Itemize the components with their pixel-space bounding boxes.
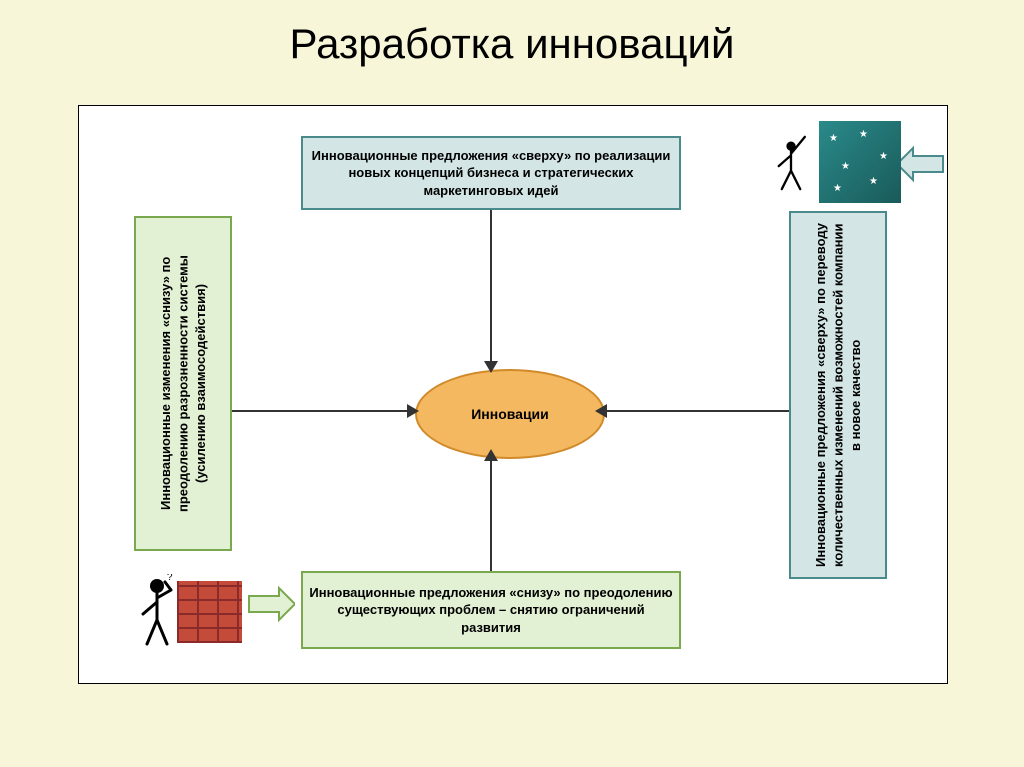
stars-image-icon: ★ ★ ★ ★ ★ ★ (819, 121, 901, 203)
center-label: Инновации (471, 406, 549, 422)
box-left: Инновационные изменения «снизу» по преод… (134, 216, 232, 551)
diagram-frame: Инновации Инновационные предложения «све… (78, 105, 948, 684)
connector-left-head (407, 404, 419, 418)
person-thinking-icon: ? (135, 574, 181, 648)
box-bottom-text: Инновационные предложения «снизу» по пре… (309, 584, 673, 637)
block-arrow-right-icon (247, 584, 295, 624)
connector-left (232, 410, 411, 412)
center-oval: Инновации (415, 369, 605, 459)
connector-bottom (490, 459, 492, 571)
connector-top-head (484, 361, 498, 373)
page-title: Разработка инноваций (0, 0, 1024, 68)
connector-right-head (595, 404, 607, 418)
brick-wall-icon (177, 581, 242, 643)
block-arrow-left-icon (897, 144, 945, 184)
connector-top (490, 210, 492, 365)
box-right-text: Инновационные предложения «сверху» по пе… (812, 219, 865, 571)
box-top-text: Инновационные предложения «сверху» по ре… (309, 147, 673, 200)
box-left-text: Инновационные изменения «снизу» по преод… (157, 224, 210, 543)
box-right: Инновационные предложения «сверху» по пе… (789, 211, 887, 579)
box-bottom: Инновационные предложения «снизу» по пре… (301, 571, 681, 649)
svg-text:?: ? (167, 574, 173, 583)
box-top: Инновационные предложения «сверху» по ре… (301, 136, 681, 210)
connector-right (605, 410, 789, 412)
connector-bottom-head (484, 449, 498, 461)
person-reaching-icon (771, 128, 811, 198)
